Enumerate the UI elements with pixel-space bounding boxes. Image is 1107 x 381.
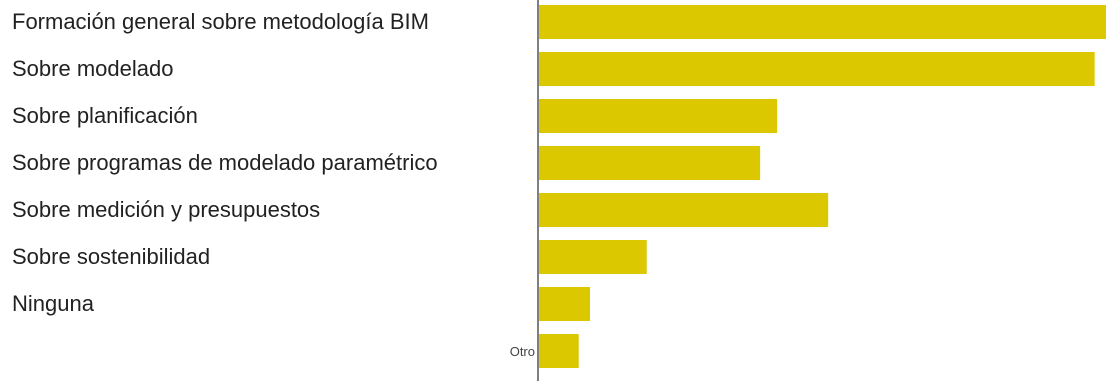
category-labels: Formación general sobre metodología BIM S… [12,9,535,359]
category-label-7: Ninguna [12,291,95,316]
category-label-5: Sobre medición y presupuestos [12,197,320,222]
bar-2 [539,52,1095,86]
category-label-8: Otro [510,344,535,359]
bar-8 [539,334,579,368]
bar-7 [539,287,591,321]
bar-6 [539,240,647,274]
bar-5 [539,193,829,227]
bars [539,5,1106,368]
category-label-4: Sobre programas de modelado paramétrico [12,150,438,175]
category-label-1: Formación general sobre metodología BIM [12,9,429,34]
bar-3 [539,99,778,133]
bar-4 [539,146,761,180]
category-label-2: Sobre modelado [12,56,173,81]
category-label-3: Sobre planificación [12,103,198,128]
category-label-6: Sobre sostenibilidad [12,244,210,269]
bar-1 [539,5,1106,39]
